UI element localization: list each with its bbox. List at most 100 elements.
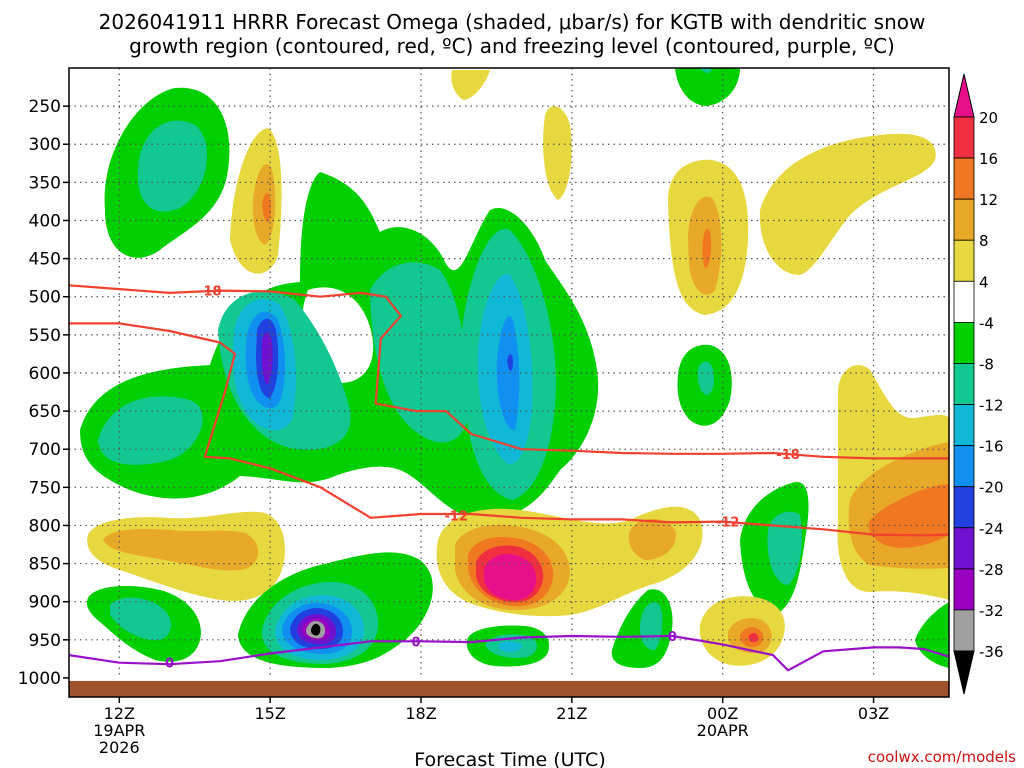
x-tick-date-12Z: 19APR (93, 721, 145, 740)
omega-region-00z-sink-max (702, 228, 712, 269)
colorbar-label-8: -16 (979, 438, 1004, 456)
colorbar-label-2: 12 (979, 191, 998, 209)
omega-region-mid-blue-20z (496, 316, 520, 431)
colorbar-label-5: -4 (979, 314, 994, 332)
omega-region-700mb-sink-core (103, 529, 259, 571)
omega-region-top-yellow-1 (451, 70, 490, 100)
y-tick-label-850: 850 (29, 555, 61, 575)
y-tick-label-700: 700 (29, 440, 61, 460)
omega-region-top-yellow-2 (543, 106, 572, 200)
contour-line-freezing-level (69, 634, 949, 672)
omega-region-850mb-left-teal (110, 597, 172, 641)
contour-label-1: -18 (776, 448, 800, 463)
colorbar-label-9: -20 (979, 479, 1004, 497)
contour-label-4: 0 (165, 657, 174, 672)
colorbar-bin-7 (953, 404, 975, 447)
colorbar-label-4: 4 (979, 273, 989, 291)
x-axis-title: Forecast Time (UTC) (414, 749, 605, 768)
y-tick-label-750: 750 (29, 478, 61, 498)
chart-title-line2: growth region (contoured, red, ºC) and f… (129, 34, 895, 58)
x-tick-label-12Z: 12Z (104, 704, 135, 723)
x-tick-label-00Z: 00Z (707, 704, 738, 723)
x-tick-label-03Z: 03Z (858, 704, 889, 723)
contour-label-5: 0 (411, 635, 420, 650)
colorbar-label-6: -8 (979, 355, 994, 373)
ground-surface (69, 680, 949, 697)
y-tick-label-1000: 1000 (18, 669, 61, 689)
colorbar-label-3: 8 (979, 232, 989, 250)
x-tick-label-15Z: 15Z (254, 704, 285, 723)
omega-shading (80, 68, 949, 668)
colorbar-label-1: 16 (979, 150, 998, 168)
contour-label-6: 0 (668, 630, 677, 645)
colorbar-label-7: -12 (979, 397, 1004, 415)
colorbar-bin-11 (953, 568, 975, 611)
omega-region-right-edge-green (915, 602, 949, 668)
x-tick-label-21Z: 21Z (556, 704, 587, 723)
colorbar-label-13: -36 (979, 643, 1004, 661)
y-tick-label-650: 650 (29, 402, 61, 422)
colorbar-bin-4 (953, 280, 975, 323)
colorbar-bin-5 (953, 321, 975, 364)
y-tick-label-500: 500 (29, 288, 61, 308)
omega-region-mid-navy-20z (507, 354, 513, 371)
y-axis: 250 300 350 400 450 500 550 600 650 700 750 800 850 9… (18, 97, 69, 689)
site-brand-credit: coolwx.com/models (867, 748, 1016, 766)
colorbar-label-10: -24 (979, 520, 1004, 538)
y-tick-label-600: 600 (29, 364, 61, 384)
contour-labels: -18 -18 -12 -12 0 0 0 (165, 285, 800, 672)
colorbar-bin-10 (953, 527, 975, 570)
y-tick-label-400: 400 (29, 211, 61, 231)
plot-frame (68, 67, 950, 698)
contour-line-dgz-0 (69, 284, 949, 460)
contour-label-3: -12 (716, 516, 740, 531)
colorbar-label-0: 20 (979, 109, 998, 127)
y-tick-label-550: 550 (29, 326, 61, 346)
colorbar-bin-0 (953, 116, 975, 159)
contour-lines (69, 284, 949, 672)
y-tick-label-950: 950 (29, 631, 61, 651)
omega-region-16z-ascent-black (311, 623, 321, 636)
y-tick-label-250: 250 (29, 97, 61, 117)
colorbar-legend: 20 16 12 8 4 -4 -8 -12 -16 -20 -24 -28 -32 -36 (953, 73, 1004, 695)
omega-region-upper-right (759, 133, 936, 275)
contour-label-0: -18 (198, 285, 222, 300)
omega-region-23z-low-teal (639, 602, 663, 650)
colorbar-bin-6 (953, 363, 975, 405)
colorbar-bin-1 (953, 157, 975, 200)
omega-region-upper-left-core (137, 120, 207, 212)
y-tick-label-300: 300 (29, 135, 61, 155)
colorbar-bin-8 (953, 445, 975, 488)
omega-region-00z-mid-teal (697, 361, 715, 395)
contour-line-dgz-1 (69, 322, 949, 537)
omega-region-15z-sink-max (262, 192, 272, 222)
colorbar-bin-2 (953, 198, 975, 241)
y-tick-label-350: 350 (29, 173, 61, 193)
omega-region-mid-teal-left (98, 396, 203, 465)
y-tick-label-900: 900 (29, 593, 61, 613)
gridlines (69, 68, 949, 678)
omega-region-top-green (675, 68, 740, 106)
x-tick-year-12Z: 2026 (99, 738, 140, 757)
omega-region-20z-low-cyan (498, 641, 522, 653)
x-tick-label-18Z: 18Z (405, 704, 436, 723)
colorbar-bin-3 (953, 239, 975, 282)
omega-region-top-teal (700, 68, 712, 73)
omega-region-20z-sink-max (484, 554, 537, 601)
y-tick-label-450: 450 (29, 250, 61, 270)
omega-region-right-sink-max (868, 484, 949, 548)
y-tick-label-800: 800 (29, 516, 61, 536)
omega-region-22z-sink-core (628, 518, 676, 560)
colorbar-bin-12 (953, 609, 975, 652)
colorbar-top-arrow (953, 73, 975, 118)
colorbar-label-11: -28 (979, 561, 1004, 579)
colorbar-bottom-arrow (953, 650, 975, 695)
contour-label-2: -12 (444, 510, 468, 525)
colorbar-bin-9 (953, 486, 975, 529)
chart-title-line1: 2026041911 HRRR Forecast Omega (shaded, … (98, 10, 926, 34)
omega-region-right-teal (767, 511, 802, 585)
colorbar-label-12: -32 (979, 602, 1004, 620)
x-tick-date-00Z: 20APR (697, 721, 749, 740)
